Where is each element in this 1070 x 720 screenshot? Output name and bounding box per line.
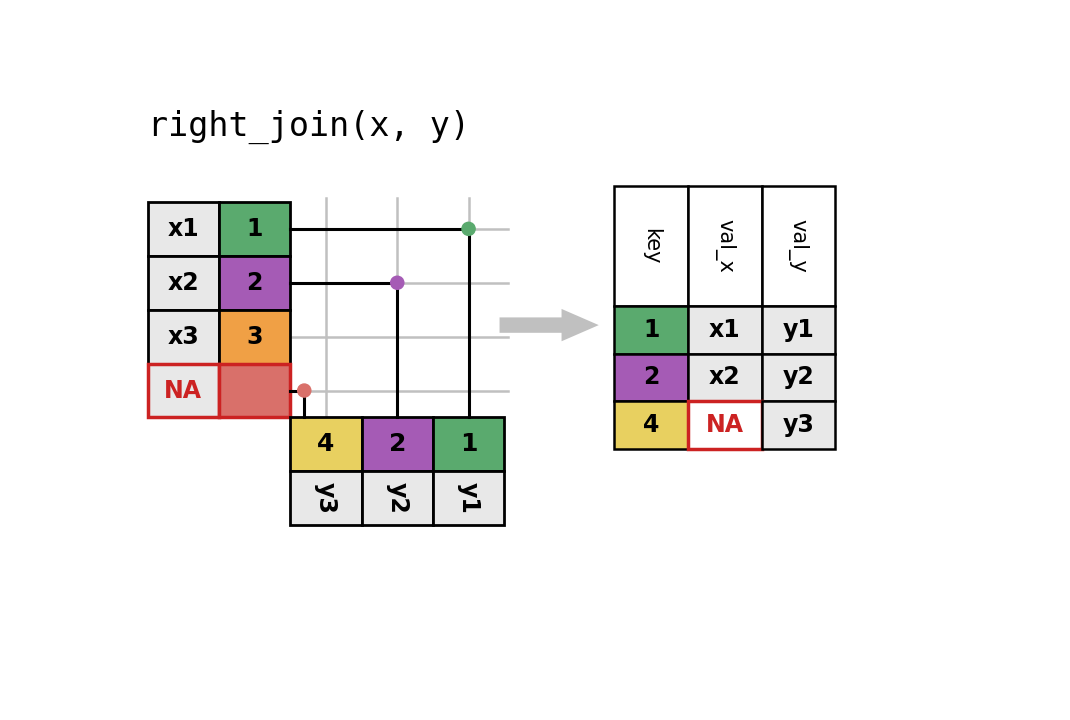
Text: 4: 4 — [643, 413, 659, 437]
FancyBboxPatch shape — [614, 401, 688, 449]
FancyBboxPatch shape — [362, 418, 433, 472]
FancyBboxPatch shape — [614, 306, 688, 354]
Circle shape — [297, 384, 311, 397]
FancyBboxPatch shape — [290, 472, 362, 526]
FancyBboxPatch shape — [290, 418, 362, 472]
Text: 2: 2 — [246, 271, 263, 294]
FancyBboxPatch shape — [148, 202, 219, 256]
FancyBboxPatch shape — [219, 364, 290, 418]
Text: y2: y2 — [782, 366, 814, 390]
Text: 1: 1 — [246, 217, 263, 241]
FancyBboxPatch shape — [148, 364, 219, 418]
FancyBboxPatch shape — [433, 418, 504, 472]
Text: y2: y2 — [385, 482, 409, 514]
FancyBboxPatch shape — [148, 310, 219, 364]
FancyBboxPatch shape — [688, 401, 762, 449]
FancyBboxPatch shape — [614, 354, 688, 401]
FancyBboxPatch shape — [219, 256, 290, 310]
Text: 2: 2 — [643, 366, 659, 390]
FancyBboxPatch shape — [688, 354, 762, 401]
FancyBboxPatch shape — [219, 202, 290, 256]
FancyBboxPatch shape — [148, 256, 219, 310]
Polygon shape — [500, 309, 599, 341]
Circle shape — [391, 276, 403, 289]
FancyBboxPatch shape — [762, 354, 835, 401]
FancyBboxPatch shape — [433, 472, 504, 526]
FancyBboxPatch shape — [688, 186, 762, 306]
FancyBboxPatch shape — [688, 306, 762, 354]
Text: x1: x1 — [709, 318, 740, 342]
FancyBboxPatch shape — [762, 186, 835, 306]
Text: x1: x1 — [168, 217, 199, 241]
Text: x3: x3 — [168, 325, 199, 348]
Text: right_join(x, y): right_join(x, y) — [148, 109, 470, 144]
Text: 4: 4 — [318, 433, 335, 456]
Text: key: key — [641, 228, 661, 264]
Text: y1: y1 — [782, 318, 814, 342]
Text: x2: x2 — [168, 271, 199, 294]
Text: NA: NA — [706, 413, 744, 437]
Text: 3: 3 — [246, 325, 263, 348]
Text: 1: 1 — [643, 318, 659, 342]
Circle shape — [462, 222, 475, 235]
FancyBboxPatch shape — [362, 472, 433, 526]
FancyBboxPatch shape — [762, 306, 835, 354]
Text: val_x: val_x — [714, 219, 735, 273]
FancyBboxPatch shape — [614, 186, 688, 306]
Text: y3: y3 — [314, 482, 338, 514]
Text: 2: 2 — [388, 433, 406, 456]
Text: 1: 1 — [460, 433, 477, 456]
Text: x2: x2 — [709, 366, 740, 390]
Text: y1: y1 — [457, 482, 480, 514]
FancyBboxPatch shape — [219, 310, 290, 364]
FancyBboxPatch shape — [762, 401, 835, 449]
Text: y3: y3 — [782, 413, 814, 437]
Text: val_y: val_y — [788, 219, 809, 273]
Text: NA: NA — [165, 379, 202, 402]
